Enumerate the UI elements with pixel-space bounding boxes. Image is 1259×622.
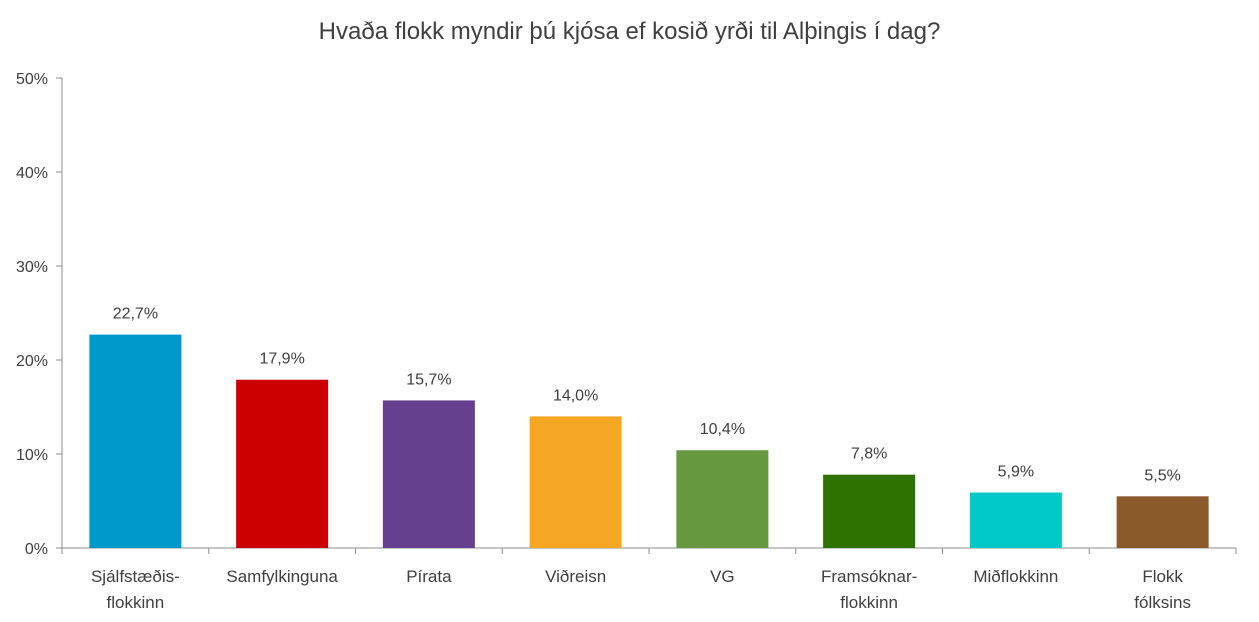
bar — [823, 474, 916, 548]
bar — [676, 450, 769, 548]
bar — [89, 334, 182, 548]
data-label: 14,0% — [553, 387, 598, 404]
bar — [1116, 496, 1209, 548]
y-tick-label: 40% — [16, 165, 48, 182]
x-category-label: Miðflokkinn — [973, 567, 1058, 586]
bar — [969, 492, 1062, 548]
data-label: 5,9% — [998, 464, 1034, 481]
y-tick-label: 20% — [16, 353, 48, 370]
data-label: 15,7% — [406, 371, 451, 388]
x-category-label: flokkinn — [107, 593, 165, 612]
x-category-label: Pírata — [406, 567, 452, 586]
data-label: 5,5% — [1144, 467, 1180, 484]
bar — [529, 416, 622, 548]
y-tick-label: 0% — [25, 541, 48, 558]
data-label: 10,4% — [700, 421, 745, 438]
chart-title: Hvaða flokk myndir þú kjósa ef kosið yrð… — [318, 18, 941, 45]
data-label: 17,9% — [259, 351, 304, 368]
y-tick-label: 10% — [16, 447, 48, 464]
x-category-label: Framsóknar- — [821, 567, 917, 586]
x-category-label: Viðreisn — [545, 567, 606, 586]
bar — [236, 379, 329, 548]
bar — [382, 400, 475, 548]
x-category-label: VG — [710, 567, 735, 586]
x-category-label: flokkinn — [840, 593, 898, 612]
x-category-label: Sjálfstæðis- — [91, 567, 180, 586]
x-category-label: Samfylkinguna — [226, 567, 338, 586]
y-tick-label: 50% — [16, 71, 48, 88]
x-category-label: Flokk — [1142, 567, 1183, 586]
data-label: 22,7% — [113, 306, 158, 323]
data-label: 7,8% — [851, 446, 887, 463]
y-tick-label: 30% — [16, 259, 48, 276]
x-category-label: fólksins — [1134, 593, 1191, 612]
